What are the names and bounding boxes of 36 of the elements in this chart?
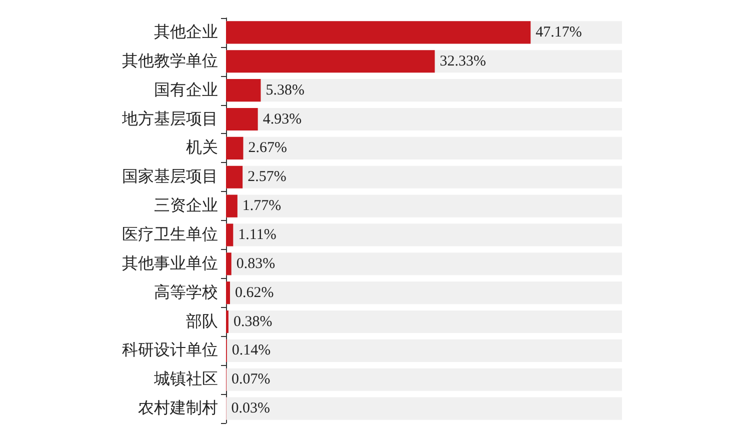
y-tick-label: 医疗卫生单位: [122, 225, 218, 244]
y-tick-label: 国家基层项目: [122, 168, 218, 186]
data-label: 1.77%: [242, 198, 282, 214]
y-tick-label: 其他企业: [154, 22, 218, 41]
bar: [226, 166, 243, 188]
bar: [226, 252, 232, 276]
data-label: 1.11%: [238, 226, 276, 243]
bar: [226, 108, 258, 131]
data-label: 5.38%: [266, 82, 304, 98]
y-tick-label: 机关: [186, 138, 218, 157]
data-label: 0.03%: [231, 400, 270, 417]
data-label: 0.07%: [231, 372, 270, 388]
bar: [226, 194, 238, 218]
y-tick-label: 其他事业单位: [122, 254, 218, 272]
bar: [226, 224, 234, 246]
data-label: 32.33%: [440, 53, 486, 70]
y-tick-label: 部队: [186, 312, 218, 330]
y-tick-label: 三资企业: [154, 196, 218, 215]
y-tick-label: 科研设计单位: [122, 341, 218, 360]
bar: [226, 282, 230, 304]
data-label: 0.83%: [236, 256, 276, 272]
y-tick-label: 国有企业: [154, 80, 218, 99]
data-label: 4.93%: [262, 111, 302, 128]
y-tick-label: 地方基层项目: [121, 110, 218, 128]
data-label: 2.67%: [248, 140, 287, 156]
data-label: 0.62%: [235, 284, 274, 301]
y-tick-label: 城镇社区: [153, 370, 218, 388]
data-label: 0.38%: [233, 314, 272, 330]
bar: [226, 79, 261, 102]
y-tick-label: 其他教学单位: [122, 52, 218, 70]
data-label: 0.14%: [232, 342, 271, 359]
data-label: 47.17%: [536, 24, 582, 40]
y-tick-label: 高等学校: [154, 283, 218, 302]
data-label: 2.57%: [248, 169, 286, 186]
bar: [226, 136, 244, 160]
y-tick-label: 农村建制村: [138, 399, 218, 418]
